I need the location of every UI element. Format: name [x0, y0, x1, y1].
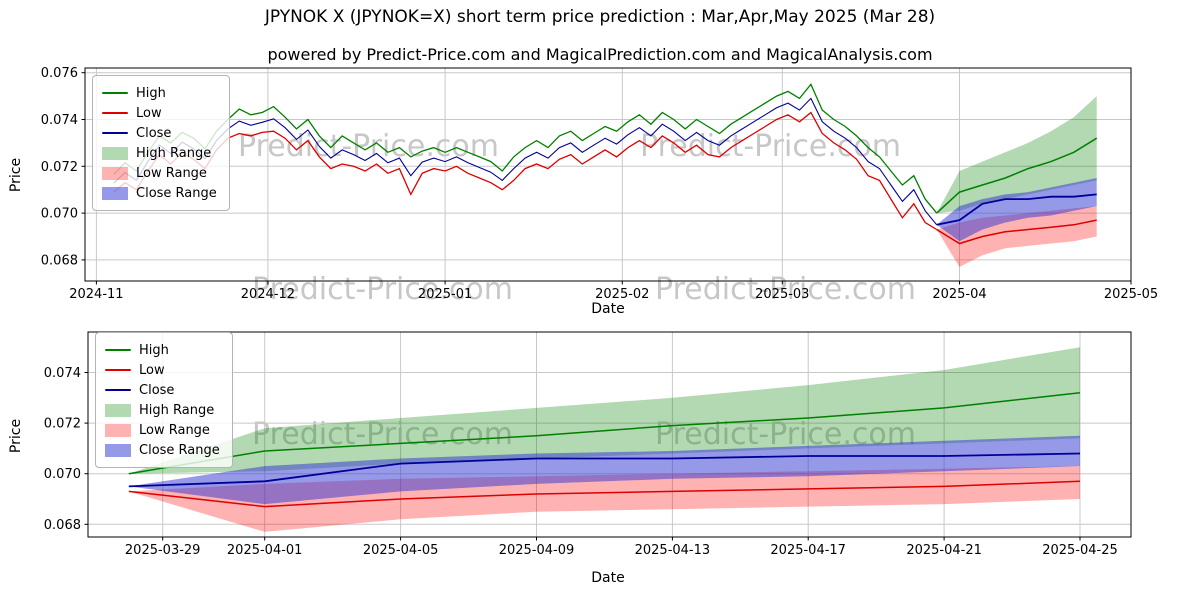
y-tick-label: 0.070: [44, 467, 81, 482]
legend-item-close: Close: [105, 380, 220, 400]
x-tick-label: 2025-05: [1104, 287, 1158, 302]
legend-item-close-range: Close Range: [105, 440, 220, 460]
y-tick-label: 0.072: [44, 417, 81, 432]
x-tick-label: 2024-11: [69, 287, 123, 302]
forecast-high-line: [936, 137, 1098, 214]
legend-item-high: High: [105, 340, 220, 360]
x-tick-label: 2025-04-25: [1042, 543, 1118, 558]
legend-line-swatch: [105, 368, 131, 372]
legend-line-swatch: [102, 91, 128, 95]
x-tick-label: 2025-01: [418, 287, 472, 302]
watermark-text: Predict-Price.com: [252, 272, 513, 307]
forecast-close-line: [936, 193, 1097, 226]
legend-label: Low: [136, 105, 162, 121]
x-tick-label: 2025-04-09: [499, 543, 575, 558]
legend-line-swatch: [102, 111, 128, 115]
legend-patch-swatch: [102, 146, 128, 160]
legend-label: Close Range: [136, 185, 217, 201]
legend-item-high-range: High Range: [105, 400, 220, 420]
x-tick-label: 2025-03: [755, 287, 809, 302]
forecast-close-line: [128, 452, 1081, 488]
chart-title: JPYNOK X (JPYNOK=X) short term price pre…: [264, 7, 936, 27]
legend-item-close: Close: [102, 123, 217, 143]
legend-label: High Range: [136, 145, 212, 161]
legend-label: Close: [136, 125, 172, 141]
legend-item-low: Low: [102, 103, 217, 123]
y-axis-label: Price: [8, 418, 24, 454]
legend-item-low-range: Low Range: [102, 163, 217, 183]
legend-item-close-range: Close Range: [102, 183, 217, 203]
legend-label: Low Range: [139, 422, 210, 438]
legend-line-swatch: [105, 348, 131, 352]
x-axis-label: Date: [591, 570, 625, 586]
y-tick-label: 0.074: [41, 113, 78, 128]
legend-label: Low: [139, 362, 165, 378]
x-tick-label: 2025-03-29: [125, 543, 201, 558]
x-tick-label: 2025-04-21: [906, 543, 982, 558]
x-tick-label: 2025-04-05: [363, 543, 439, 558]
legend-label: High: [139, 342, 169, 358]
x-tick-label: 2025-02: [595, 287, 649, 302]
history-close-line: [113, 97, 938, 226]
legend-label: High: [136, 85, 166, 101]
history-high-line: [113, 83, 938, 214]
watermark-text: Predict-Price.com: [655, 272, 916, 307]
legend-item-low: Low: [105, 360, 220, 380]
legend-line-swatch: [102, 131, 128, 135]
close-range-band: [128, 435, 1081, 505]
x-tick-label: 2025-04-17: [770, 543, 846, 558]
plot-border: [84, 67, 1132, 282]
y-tick-label: 0.070: [41, 207, 78, 222]
x-tick-label: 2024-12: [241, 287, 295, 302]
bottom-chart: 2025-03-29 2025-04-01 2025-04-05 2025-04-09…: [0, 318, 1200, 600]
x-tick-label: 2025-04-13: [635, 543, 711, 558]
legend-line-swatch: [105, 388, 131, 392]
watermark-text: Predict-Price.com: [640, 129, 901, 164]
legend-label: High Range: [139, 402, 215, 418]
bottom-chart-canvas: 2025-03-29 2025-04-01 2025-04-05 2025-04-09…: [44, 331, 1132, 558]
x-axis-label: Date: [591, 301, 625, 317]
x-tick-label: 2025-04: [932, 287, 986, 302]
chart-subtitle: powered by Predict-Price.com and Magical…: [267, 45, 933, 64]
legend-patch-swatch: [105, 443, 131, 457]
legend-patch-swatch: [105, 403, 131, 417]
y-tick-label: 0.076: [41, 66, 78, 81]
high-range-band: [128, 347, 1081, 474]
forecast-low-line: [936, 219, 1097, 245]
y-axis-label: Price: [8, 157, 24, 193]
legend: High Low Close High Range Low Range Close Ran…: [95, 332, 233, 468]
legend: High Low Close High Range Low Range Close Ran…: [92, 75, 230, 211]
forecast-high-line: [128, 391, 1081, 475]
top-chart-canvas: 2024-11 2024-12 2025-01 2025-02 2025-03 2025-…: [41, 66, 1158, 302]
y-tick-label: 0.074: [44, 366, 81, 381]
top-chart: 2024-11 2024-12 2025-01 2025-02 2025-03 2025-…: [8, 66, 1158, 317]
legend-item-high: High: [102, 83, 217, 103]
x-tick-label: 2025-04-01: [227, 543, 303, 558]
legend-label: Close: [139, 382, 175, 398]
forecast-low-line: [128, 480, 1081, 508]
legend-item-low-range: Low Range: [105, 420, 220, 440]
legend-patch-swatch: [102, 166, 128, 180]
legend-label: Low Range: [136, 165, 207, 181]
plot-border: [87, 331, 1132, 538]
legend-label: Close Range: [139, 442, 220, 458]
history-low-line: [113, 111, 938, 231]
y-tick-label: 0.068: [44, 518, 81, 533]
y-tick-label: 0.072: [41, 160, 78, 175]
legend-patch-swatch: [102, 186, 128, 200]
high-range-band: [936, 96, 1097, 214]
close-range-band: [936, 178, 1097, 242]
legend-item-high-range: High Range: [102, 143, 217, 163]
y-tick-label: 0.068: [41, 253, 78, 268]
legend-patch-swatch: [105, 423, 131, 437]
